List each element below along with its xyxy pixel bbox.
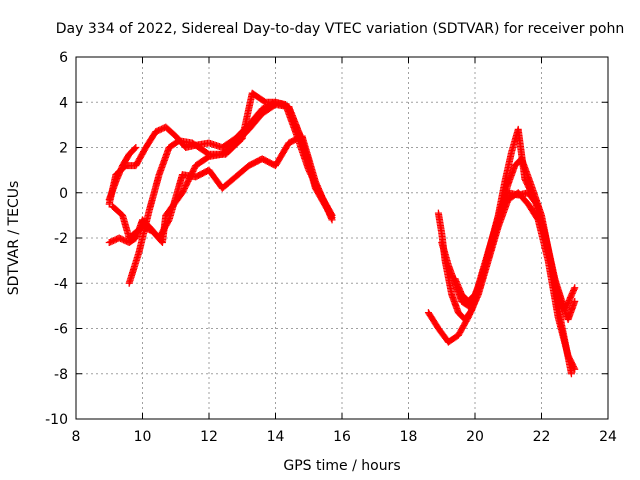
x-tick-label: 10	[134, 429, 152, 445]
y-tick-label: -10	[45, 412, 68, 428]
series-arc2	[105, 98, 336, 219]
grid-lines	[76, 57, 608, 419]
data-point	[131, 145, 139, 153]
data-point	[567, 370, 575, 378]
x-tick-label: 18	[400, 429, 418, 445]
data-point	[328, 214, 336, 222]
x-axis-label: GPS time / hours	[283, 458, 400, 474]
y-tick-label: 2	[59, 141, 68, 157]
x-tick-label: 16	[333, 429, 351, 445]
x-tick-label: 24	[599, 429, 617, 445]
series-arc4	[125, 89, 336, 287]
y-tick-label: -2	[54, 231, 68, 247]
x-tick-label: 14	[267, 429, 285, 445]
y-axis-label: SDTVAR / TECUs	[6, 181, 22, 296]
data-point	[571, 297, 579, 305]
x-tick-label: 20	[466, 429, 484, 445]
y-tick-label: -6	[54, 322, 68, 338]
data-marks	[105, 89, 579, 378]
x-tick-label: 8	[72, 429, 81, 445]
y-tick-label: -8	[54, 367, 68, 383]
y-tick-label: 4	[59, 95, 68, 111]
y-tick-label: 0	[59, 186, 68, 202]
series-arc5	[109, 101, 336, 247]
data-point	[571, 284, 579, 292]
series-arc9	[451, 189, 579, 323]
x-tick-label: 22	[533, 429, 551, 445]
y-tick-label: -4	[54, 276, 68, 292]
series-arc3	[105, 144, 140, 204]
data-point	[132, 144, 140, 151]
x-tick-label: 12	[200, 429, 218, 445]
data-point	[327, 212, 335, 220]
y-tick-label: 6	[59, 50, 68, 66]
chart-title: Day 334 of 2022, Sidereal Day-to-day VTE…	[56, 21, 624, 37]
